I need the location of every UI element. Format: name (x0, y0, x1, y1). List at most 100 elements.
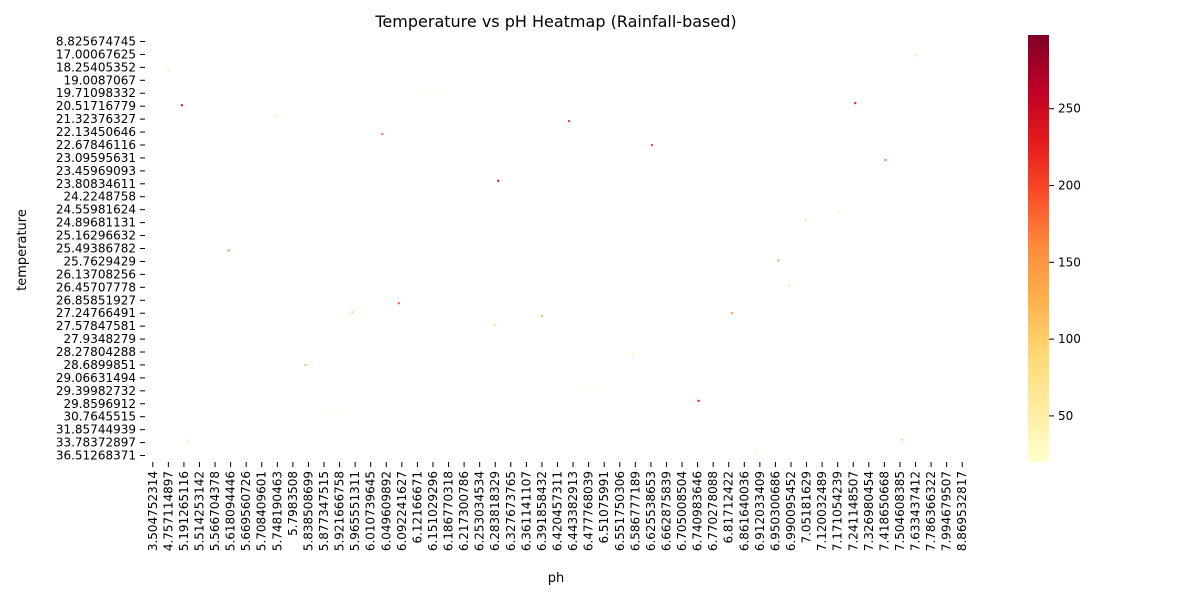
x-tick-label: 6.010739645 (364, 471, 378, 551)
heatmap-cell (180, 104, 183, 107)
heatmap-cell (568, 120, 571, 123)
x-tick-label: 5.708409601 (255, 471, 269, 551)
y-tick-label: 18.25405352 (56, 60, 136, 74)
heatmap-cell (697, 399, 700, 402)
y-tick-label: 36.51268371 (56, 449, 136, 463)
x-tick-label: 7.504608385 (893, 471, 907, 551)
y-tick-label: 24.55981624 (56, 203, 136, 217)
colorbar-ticks: 50 100 150 200 250 (1049, 102, 1081, 423)
heatmap-cell (837, 211, 840, 214)
x-tick-label: 7.418650668 (877, 471, 891, 551)
heatmap-cell (900, 438, 903, 441)
x-tick-label: 7.241148507 (846, 471, 860, 551)
x-tick-label: 6.912033409 (753, 471, 767, 551)
heatmap-cell (590, 389, 593, 392)
y-tick-label: 23.09595631 (56, 151, 136, 165)
heatmap-cell (730, 312, 733, 315)
x-tick-label: 6.51075991 (597, 471, 611, 544)
y-tick-label: 23.45969093 (56, 164, 136, 178)
y-tick-label: 29.8596912 (63, 397, 136, 411)
x-tick-label: 6.361141107 (519, 471, 533, 551)
y-tick-label: 29.06631494 (56, 371, 136, 385)
y-tick-label: 29.39982732 (56, 384, 136, 398)
x-tick-label: 6.217300786 (457, 471, 471, 551)
colorbar-tick-label: 100 (1058, 332, 1081, 346)
x-tick-label: 6.12166671 (410, 471, 424, 544)
x-tick-label: 3.504752314 (146, 471, 160, 551)
colorbar-tick-label: 250 (1058, 102, 1081, 116)
chart-title: Temperature vs pH Heatmap (Rainfall-base… (374, 12, 736, 31)
x-tick-label: 5.669560726 (239, 471, 253, 551)
colorbar (1028, 35, 1049, 462)
y-tick-label: 27.57847581 (56, 319, 136, 333)
x-tick-label: 6.186770318 (442, 471, 456, 551)
x-tick-label: 6.327673765 (504, 471, 518, 551)
x-tick-label: 6.586777189 (628, 471, 642, 551)
heatmap-cell (351, 311, 354, 314)
x-tick-label: 6.770278088 (706, 471, 720, 551)
y-tick-label: 17.00067625 (56, 47, 136, 61)
y-tick-label: 19.0087067 (63, 73, 136, 87)
x-tick-label: 6.551750306 (613, 471, 627, 551)
x-tick-label: 5.514253142 (192, 471, 206, 551)
y-tick-label: 30.7645515 (63, 410, 136, 424)
y-tick-label: 24.2248758 (63, 190, 136, 204)
x-tick-label: 6.049609892 (379, 471, 393, 551)
colorbar-tick-label: 200 (1058, 179, 1081, 193)
x-tick-label: 7.786366322 (924, 471, 938, 551)
x-tick-label: 6.662875839 (659, 471, 673, 551)
heatmap-cell (650, 143, 653, 146)
y-tick-label: 21.32376327 (56, 112, 136, 126)
y-axis-label: temperature (15, 209, 30, 291)
y-tick-label: 25.7629429 (63, 254, 136, 268)
x-tick-label: 7.05181629 (800, 471, 814, 544)
heatmap-cell (754, 452, 757, 455)
y-tick-label: 26.13708256 (56, 267, 136, 281)
heatmap-cells (167, 54, 917, 455)
heatmap-cell (274, 116, 277, 119)
y-axis-ticks: 8.82567474517.0006762518.2540535219.0087… (56, 34, 145, 463)
x-tick-label: 6.253034534 (473, 471, 487, 551)
x-tick-label: 6.625538653 (644, 471, 658, 551)
y-tick-label: 22.13450646 (56, 125, 136, 139)
heatmap-cell (186, 439, 189, 442)
x-tick-label: 6.151029296 (426, 471, 440, 551)
colorbar-tick-label: 150 (1058, 255, 1081, 269)
x-tick-label: 7.326980454 (862, 471, 876, 551)
x-tick-label: 6.740983646 (691, 471, 705, 551)
heatmap-cell (631, 354, 634, 357)
y-tick-label: 26.85851927 (56, 293, 136, 307)
x-tick-label: 6.391858432 (535, 471, 549, 551)
x-tick-label: 5.191265116 (177, 471, 191, 551)
heatmap-cell (334, 413, 337, 416)
x-tick-label: 7.120032489 (815, 471, 829, 551)
x-tick-label: 5.838508699 (301, 471, 315, 551)
x-tick-label: 6.477768039 (582, 471, 596, 551)
y-tick-label: 23.80834611 (56, 177, 136, 191)
y-tick-label: 26.45707778 (56, 280, 136, 294)
y-tick-label: 28.27804288 (56, 345, 136, 359)
heatmap-cell (397, 302, 400, 305)
x-tick-label: 4.757114897 (161, 471, 175, 551)
heatmap-cell (777, 259, 780, 262)
y-tick-label: 25.49386782 (56, 242, 136, 256)
y-tick-label: 8.825674745 (56, 34, 136, 48)
x-tick-label: 5.921666758 (333, 471, 347, 551)
x-tick-label: 6.990095452 (784, 471, 798, 551)
x-tick-label: 6.81712422 (722, 471, 736, 544)
x-tick-label: 8.869532817 (955, 471, 969, 551)
heatmap-cell (494, 324, 497, 327)
x-tick-label: 6.861640036 (737, 471, 751, 551)
x-tick-label: 6.443382913 (566, 471, 580, 551)
y-tick-label: 20.51716779 (56, 99, 136, 113)
x-tick-label: 5.748190463 (270, 471, 284, 551)
y-tick-label: 33.78372897 (56, 436, 136, 450)
y-tick-label: 27.9348279 (63, 332, 136, 346)
x-tick-label: 6.705008504 (675, 471, 689, 551)
y-tick-label: 25.16296632 (56, 229, 136, 243)
x-tick-label: 6.420457311 (551, 471, 565, 551)
heatmap-cell (540, 315, 543, 318)
x-tick-label: 5.965551311 (348, 471, 362, 551)
x-tick-label: 6.092241627 (395, 471, 409, 551)
